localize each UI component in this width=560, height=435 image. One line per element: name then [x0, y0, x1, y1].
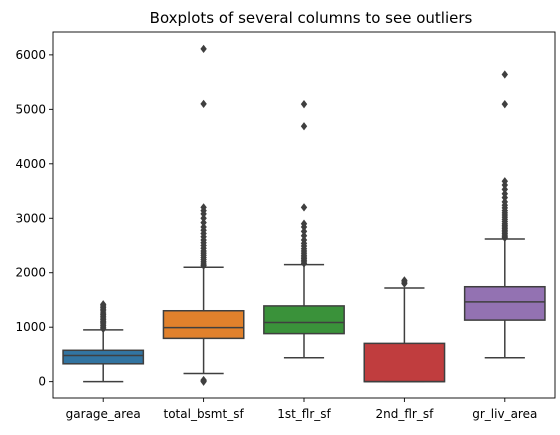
chart-title: Boxplots of several columns to see outli… [150, 9, 473, 27]
outlier-point [300, 227, 308, 236]
y-tick-label: 5000 [15, 102, 46, 116]
outlier-point [300, 231, 308, 240]
box-iqr [363, 342, 446, 383]
box-total_bsmt_sf [162, 44, 245, 386]
x-tick-label: 2nd_flr_sf [375, 407, 434, 421]
x-tick-label: total_bsmt_sf [164, 407, 245, 421]
outlier-point [501, 189, 508, 198]
outlier-point [501, 70, 508, 79]
x-tick-label: gr_liv_area [472, 407, 537, 421]
box-iqr [162, 309, 245, 340]
y-tick-label: 2000 [15, 266, 46, 280]
box-iqr [463, 285, 546, 321]
outlier-point [200, 44, 207, 54]
outlier-point [200, 203, 207, 212]
outlier-point [200, 214, 207, 223]
outlier-point [200, 222, 207, 232]
outlier-point [300, 203, 308, 212]
outlier-point [300, 122, 308, 131]
box-garage_area [62, 300, 145, 383]
box-2nd_flr_sf [363, 276, 446, 383]
box-1st_flr_sf [263, 100, 345, 359]
outlier-point [501, 177, 508, 186]
outlier-point [501, 197, 508, 207]
plot-area: 0 1000 2000 3000 4000 5000 6000 garage_area tota… [15, 31, 556, 421]
y-tick-label: 3000 [15, 211, 46, 225]
outlier-point [501, 100, 508, 109]
box-gr_liv_area [463, 70, 546, 359]
y-tick-label: 0 [38, 375, 46, 389]
y-tick-label: 4000 [15, 157, 46, 171]
y-tick-label: 1000 [15, 320, 46, 334]
x-tick-label: 1st_flr_sf [277, 407, 331, 421]
outlier-point [100, 300, 107, 309]
outlier-point [300, 235, 308, 245]
outlier-point [200, 375, 207, 385]
outlier-point [300, 100, 308, 109]
outlier-point [300, 219, 308, 228]
outlier-point [200, 99, 207, 109]
outlier-point [401, 276, 408, 285]
box-iqr [62, 349, 145, 365]
outlier-point [501, 185, 508, 194]
box-iqr [263, 305, 345, 335]
y-tick-label: 6000 [15, 48, 46, 62]
outlier-point [200, 218, 207, 227]
x-tick-label: garage_area [66, 407, 141, 421]
